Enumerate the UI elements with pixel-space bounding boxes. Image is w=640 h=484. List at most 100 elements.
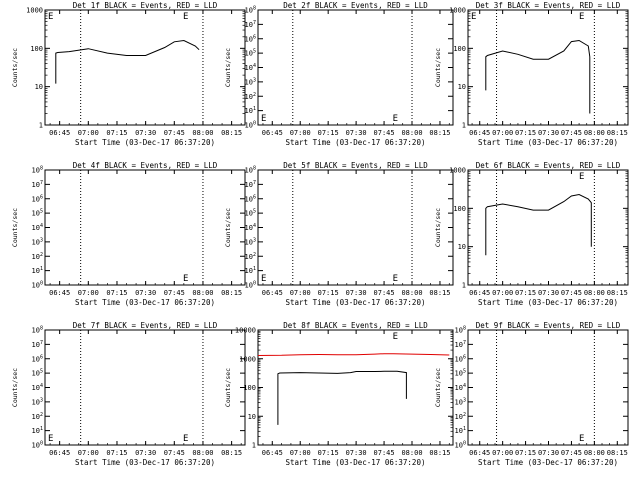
y-tick-label: 100 bbox=[243, 384, 256, 392]
detector-panel-5: Det 5f BLACK = Events, RED = LLD Start Ti… bbox=[224, 161, 454, 307]
x-tick-label: 08:00 bbox=[584, 289, 605, 297]
edge-marker: E bbox=[471, 12, 476, 22]
edge-marker: E bbox=[48, 434, 53, 444]
edge-marker: E bbox=[393, 114, 398, 124]
x-tick-label: 08:00 bbox=[192, 289, 213, 297]
plot-frame bbox=[257, 329, 454, 446]
lld-series-line bbox=[257, 353, 450, 356]
x-tick-label: 07:00 bbox=[492, 449, 513, 457]
y-tick-label: 101 bbox=[245, 266, 256, 275]
x-tick-label: 06:45 bbox=[49, 129, 70, 137]
x-tick-label: 07:45 bbox=[561, 449, 582, 457]
x-axis-label: Start Time (03-Dec-17 06:37:20) bbox=[478, 458, 618, 467]
y-tick-label: 1 bbox=[462, 122, 466, 130]
plot-frame bbox=[467, 9, 629, 126]
y-tick-label: 10000 bbox=[235, 327, 256, 335]
x-tick-label: 07:15 bbox=[106, 449, 127, 457]
x-tick-label: 08:00 bbox=[401, 449, 422, 457]
y-tick-label: 107 bbox=[245, 180, 256, 189]
y-tick-label: 100 bbox=[453, 45, 466, 53]
events-series-line bbox=[55, 39, 200, 84]
y-axis-label: Counts/sec bbox=[11, 48, 19, 87]
y-tick-label: 106 bbox=[32, 354, 43, 363]
y-tick-label: 102 bbox=[245, 92, 256, 101]
y-tick-label: 103 bbox=[32, 237, 43, 246]
y-tick-label: 107 bbox=[455, 340, 466, 349]
x-tick-label: 07:45 bbox=[374, 129, 395, 137]
detector-panel-1: Det 1f BLACK = Events, RED = LLD Start Ti… bbox=[11, 1, 246, 147]
y-tick-label: 1000 bbox=[449, 7, 466, 15]
x-tick-label: 07:00 bbox=[290, 289, 311, 297]
x-axis-label: Start Time (03-Dec-17 06:37:20) bbox=[286, 298, 426, 307]
y-tick-label: 101 bbox=[455, 426, 466, 435]
x-tick-label: 08:15 bbox=[429, 449, 450, 457]
x-tick-label: 07:00 bbox=[290, 129, 311, 137]
events-series-line bbox=[485, 193, 592, 256]
y-axis-label: Counts/sec bbox=[224, 208, 232, 247]
x-tick-label: 08:15 bbox=[607, 289, 628, 297]
x-tick-label: 06:45 bbox=[49, 449, 70, 457]
y-axis-label: Counts/sec bbox=[11, 368, 19, 407]
x-tick-label: 07:30 bbox=[346, 129, 367, 137]
detector-panel-4: Det 4f BLACK = Events, RED = LLD Start Ti… bbox=[11, 161, 246, 307]
x-tick-label: 07:45 bbox=[561, 289, 582, 297]
y-tick-label: 102 bbox=[245, 252, 256, 261]
y-tick-label: 10 bbox=[248, 413, 256, 421]
y-tick-label: 100 bbox=[245, 121, 256, 130]
edge-marker: E bbox=[261, 114, 266, 124]
x-tick-label: 08:15 bbox=[221, 449, 242, 457]
x-tick-label: 06:45 bbox=[469, 129, 490, 137]
plot-frame bbox=[44, 329, 246, 446]
detector-panel-2: Det 2f BLACK = Events, RED = LLD Start Ti… bbox=[224, 1, 454, 147]
x-tick-label: 07:30 bbox=[346, 289, 367, 297]
y-tick-label: 106 bbox=[455, 354, 466, 363]
edge-marker: E bbox=[183, 434, 188, 444]
plot-frame bbox=[44, 169, 246, 286]
y-tick-label: 103 bbox=[32, 397, 43, 406]
y-tick-label: 101 bbox=[32, 426, 43, 435]
x-tick-label: 07:15 bbox=[106, 289, 127, 297]
y-tick-label: 103 bbox=[245, 237, 256, 246]
plot-frame bbox=[257, 169, 454, 286]
y-tick-label: 100 bbox=[32, 281, 43, 290]
panel-title: Det 1f BLACK = Events, RED = LLD bbox=[73, 1, 218, 10]
y-axis-label: Counts/sec bbox=[434, 48, 442, 87]
y-tick-label: 100 bbox=[455, 441, 466, 450]
x-tick-label: 06:45 bbox=[262, 449, 283, 457]
x-tick-label: 06:45 bbox=[262, 129, 283, 137]
x-tick-label: 08:00 bbox=[584, 129, 605, 137]
y-tick-label: 105 bbox=[32, 369, 43, 378]
y-tick-label: 100 bbox=[453, 205, 466, 213]
x-tick-label: 06:45 bbox=[469, 449, 490, 457]
x-tick-label: 07:15 bbox=[106, 129, 127, 137]
x-tick-label: 07:00 bbox=[78, 289, 99, 297]
x-tick-label: 07:45 bbox=[374, 449, 395, 457]
panel-title: Det 2f BLACK = Events, RED = LLD bbox=[283, 1, 428, 10]
plot-frame bbox=[467, 169, 629, 286]
x-tick-label: 07:30 bbox=[538, 289, 559, 297]
x-axis-label: Start Time (03-Dec-17 06:37:20) bbox=[286, 458, 426, 467]
y-axis-label: Counts/sec bbox=[11, 208, 19, 247]
panel-title: Det 5f BLACK = Events, RED = LLD bbox=[283, 161, 428, 170]
x-tick-label: 07:15 bbox=[515, 289, 536, 297]
y-tick-label: 104 bbox=[455, 383, 466, 392]
y-tick-label: 108 bbox=[32, 166, 43, 175]
x-tick-label: 07:30 bbox=[135, 449, 156, 457]
detector-panel-6: Det 6f BLACK = Events, RED = LLD Start Ti… bbox=[434, 161, 629, 307]
panel-title: Det 8f BLACK = Events, RED = LLD bbox=[283, 321, 428, 330]
panel-title: Det 7f BLACK = Events, RED = LLD bbox=[73, 321, 218, 330]
edge-marker: E bbox=[393, 332, 398, 342]
detector-panel-3: Det 3f BLACK = Events, RED = LLD Start Ti… bbox=[434, 1, 629, 147]
y-tick-label: 101 bbox=[32, 266, 43, 275]
y-tick-label: 1000 bbox=[26, 7, 43, 15]
y-tick-label: 107 bbox=[32, 340, 43, 349]
y-tick-label: 108 bbox=[245, 166, 256, 175]
y-tick-label: 106 bbox=[32, 194, 43, 203]
plot-frame bbox=[467, 329, 629, 446]
y-tick-label: 103 bbox=[245, 77, 256, 86]
detector-panel-8: Det 8f BLACK = Events, RED = LLD Start Ti… bbox=[224, 321, 454, 467]
y-axis-label: Counts/sec bbox=[224, 48, 232, 87]
x-tick-label: 07:30 bbox=[538, 129, 559, 137]
x-axis-label: Start Time (03-Dec-17 06:37:20) bbox=[286, 138, 426, 147]
